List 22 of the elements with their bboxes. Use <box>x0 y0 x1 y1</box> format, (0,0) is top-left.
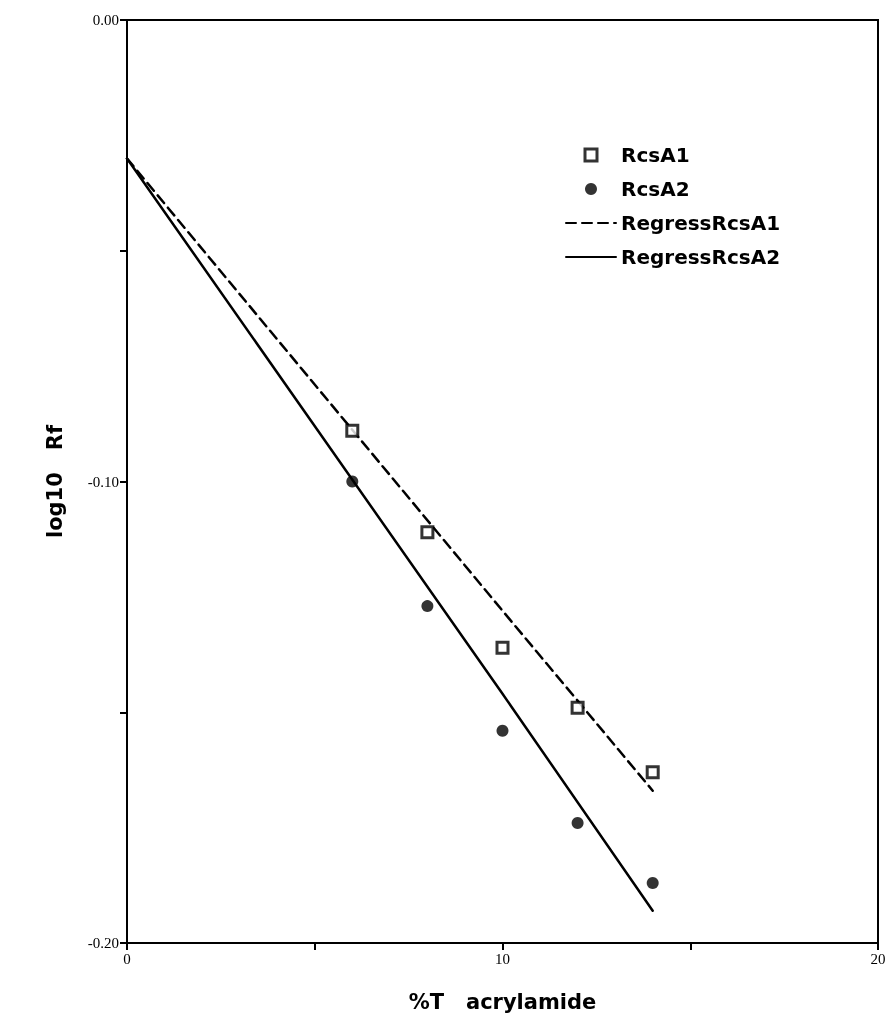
y-tick-label: -0.20 <box>87 935 119 951</box>
point <box>570 700 585 715</box>
x-axis-title: %T acrylamide <box>408 989 597 1014</box>
point <box>646 877 659 889</box>
point <box>645 765 660 780</box>
point <box>346 475 359 488</box>
y-axis-title: log10 Rf <box>42 424 67 539</box>
point <box>571 817 584 830</box>
legend-label: RcsA1 <box>621 143 690 167</box>
x-tick-label: 10 <box>495 950 510 967</box>
point <box>496 724 509 737</box>
legend-label: RegressRcsA1 <box>621 211 781 235</box>
point <box>420 525 435 540</box>
point <box>495 640 510 655</box>
legend-label: RcsA2 <box>621 177 690 201</box>
point <box>421 600 434 613</box>
y-tick-label: 0.00 <box>92 12 119 28</box>
point <box>345 423 360 438</box>
x-tick-label: 0 <box>123 950 131 967</box>
x-tick-label: 20 <box>870 950 886 967</box>
y-tick-label: -0.10 <box>87 473 119 490</box>
legend-label: RegressRcsA2 <box>621 245 781 269</box>
